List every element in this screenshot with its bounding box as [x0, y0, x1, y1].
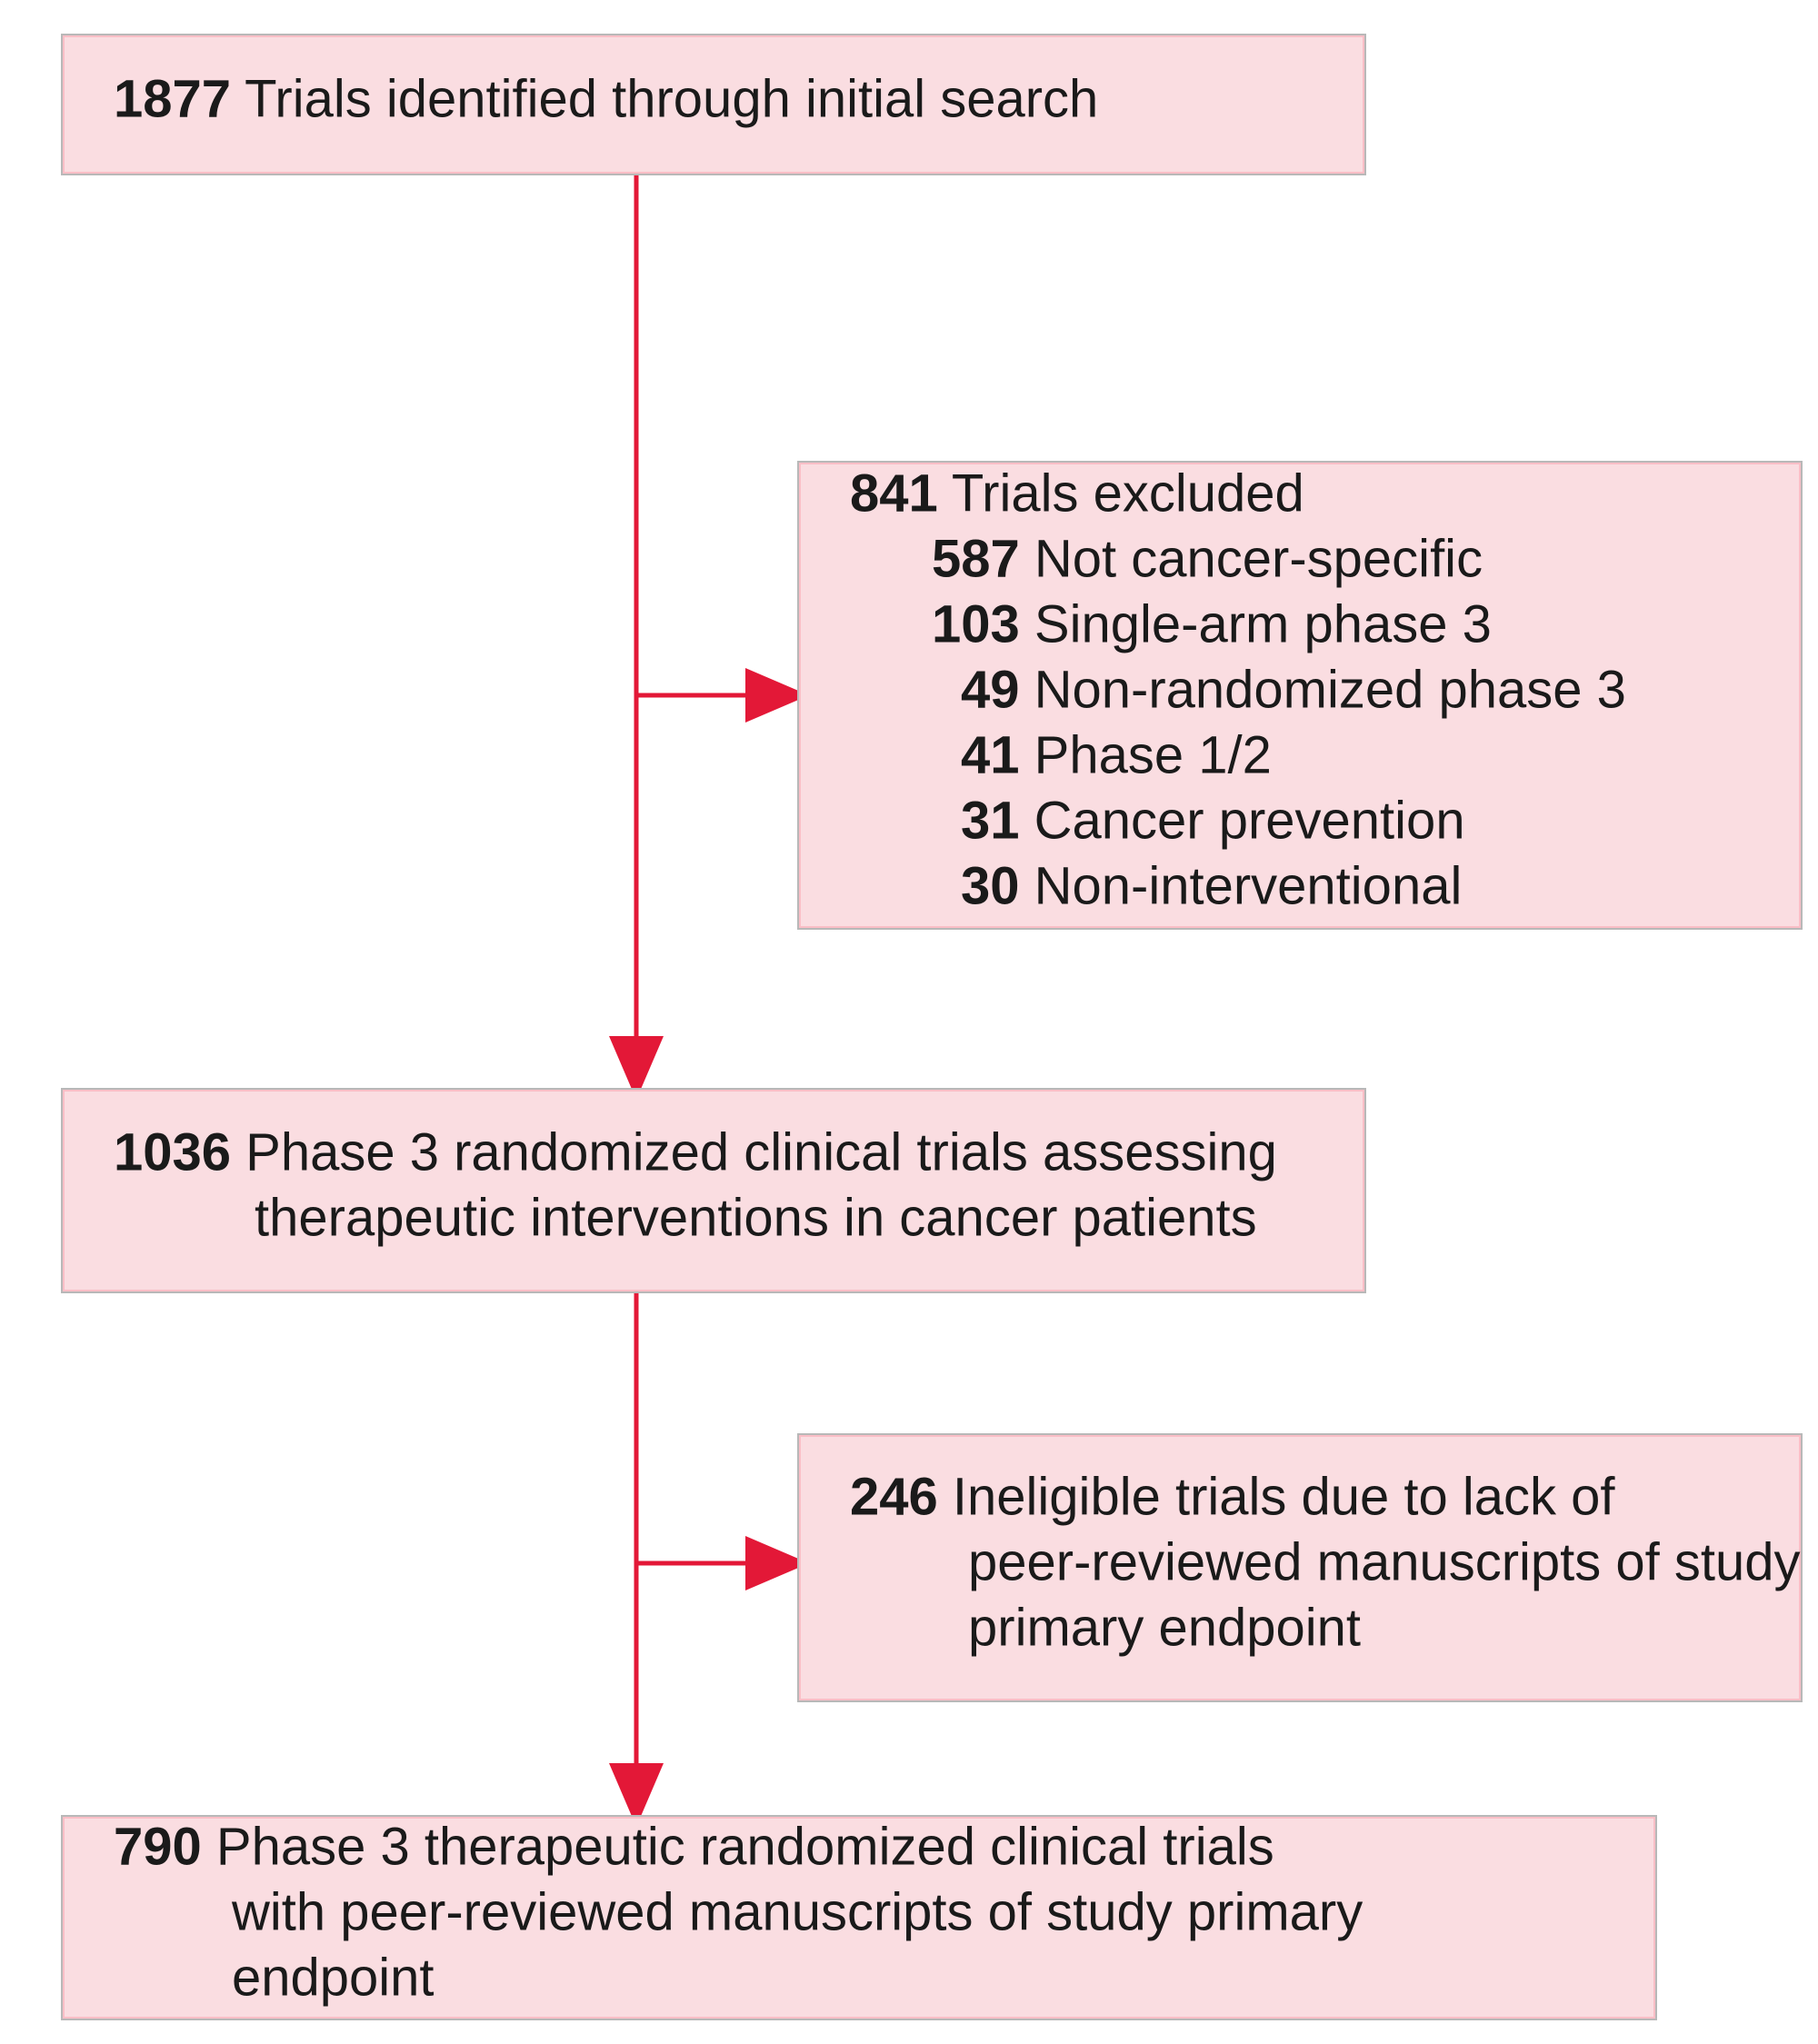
node-text: 103 Single-arm phase 3	[932, 594, 1492, 653]
flow-node-b5: 790 Phase 3 therapeutic randomized clini…	[62, 1816, 1656, 2019]
node-text: 31 Cancer prevention	[961, 791, 1465, 850]
flow-node-b1: 1877 Trials identified through initial s…	[62, 35, 1365, 174]
node-text: 790 Phase 3 therapeutic randomized clini…	[114, 1817, 1274, 1876]
node-text: 1877 Trials identified through initial s…	[114, 69, 1098, 128]
flowchart: 1877 Trials identified through initial s…	[0, 0, 1818, 2044]
node-text: endpoint	[232, 1948, 435, 2007]
flow-node-b3: 1036 Phase 3 randomized clinical trials …	[62, 1089, 1365, 1292]
node-text: 41 Phase 1/2	[961, 725, 1272, 784]
node-text: 841 Trials excluded	[850, 464, 1304, 523]
node-text: peer-reviewed manuscripts of study	[968, 1532, 1801, 1591]
node-text: with peer-reviewed manuscripts of study …	[231, 1882, 1363, 1941]
node-text: primary endpoint	[968, 1598, 1361, 1657]
node-text: 246 Ineligible trials due to lack of	[850, 1467, 1615, 1526]
flow-node-b4: 246 Ineligible trials due to lack of peer…	[798, 1434, 1802, 1701]
node-text: 30 Non-interventional	[961, 856, 1462, 915]
node-text: 1036 Phase 3 randomized clinical trials …	[114, 1122, 1277, 1182]
node-text: 49 Non-randomized phase 3	[961, 660, 1626, 719]
node-text: therapeutic interventions in cancer pati…	[255, 1188, 1257, 1247]
flow-node-b2: 841 Trials excluded 587 Not cancer-specif…	[798, 462, 1802, 929]
node-text: 587 Not cancer-specific	[932, 529, 1483, 588]
